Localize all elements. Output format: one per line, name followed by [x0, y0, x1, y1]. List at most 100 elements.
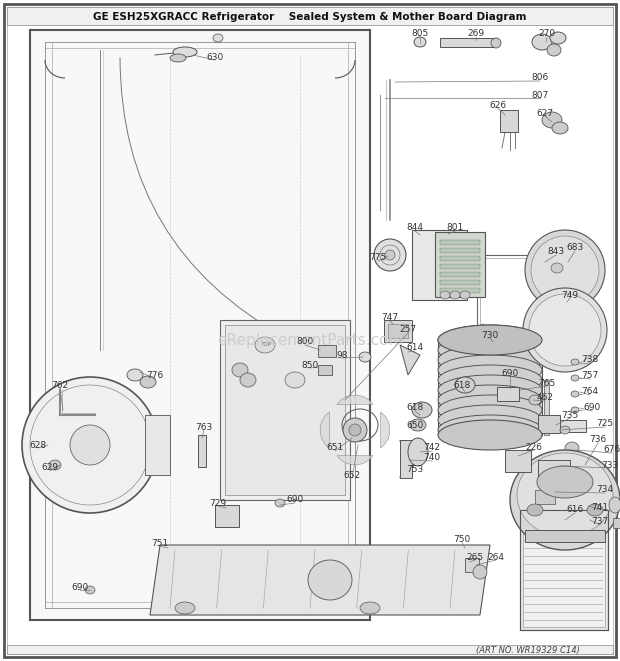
Bar [440, 248, 480, 253]
Ellipse shape [438, 375, 542, 405]
Bar [198, 435, 206, 467]
Ellipse shape [527, 504, 543, 516]
Text: 651: 651 [326, 444, 343, 453]
Text: 618: 618 [453, 381, 471, 389]
Text: 751: 751 [151, 539, 169, 547]
Bar [388, 324, 408, 338]
Bar [30, 30, 370, 620]
Ellipse shape [240, 373, 256, 387]
Text: 98: 98 [336, 350, 348, 360]
Bar [435, 232, 485, 297]
Ellipse shape [473, 565, 487, 579]
Bar [220, 320, 350, 500]
Polygon shape [400, 345, 420, 375]
Ellipse shape [523, 288, 607, 372]
Text: 763: 763 [195, 422, 213, 432]
Ellipse shape [587, 504, 603, 516]
Text: 264: 264 [487, 553, 505, 561]
Text: 843: 843 [547, 247, 565, 256]
Ellipse shape [552, 122, 568, 134]
Text: 844: 844 [407, 223, 423, 233]
Ellipse shape [438, 405, 542, 435]
Bar [535, 490, 555, 504]
Ellipse shape [450, 291, 460, 299]
Text: 650: 650 [406, 420, 423, 430]
Text: 801: 801 [446, 223, 464, 233]
Ellipse shape [360, 602, 380, 614]
Text: 734: 734 [596, 485, 614, 494]
Text: 800: 800 [296, 338, 314, 346]
Text: 738: 738 [582, 356, 599, 364]
Ellipse shape [542, 112, 562, 128]
Bar [440, 272, 480, 277]
Ellipse shape [70, 425, 110, 465]
Polygon shape [381, 412, 390, 448]
Bar [400, 440, 412, 478]
Text: TOP: TOP [260, 342, 270, 348]
Ellipse shape [440, 291, 450, 299]
Ellipse shape [410, 419, 426, 431]
Ellipse shape [438, 395, 542, 425]
Ellipse shape [529, 294, 601, 366]
Text: 730: 730 [481, 330, 498, 340]
Text: 226: 226 [526, 442, 542, 451]
Ellipse shape [510, 450, 620, 550]
Ellipse shape [438, 335, 542, 365]
Ellipse shape [438, 325, 542, 355]
Ellipse shape [343, 418, 367, 442]
Bar [477, 255, 539, 335]
Ellipse shape [408, 438, 428, 466]
Ellipse shape [571, 375, 579, 381]
Text: 741: 741 [591, 502, 609, 512]
Ellipse shape [532, 34, 552, 50]
Ellipse shape [385, 250, 395, 260]
Ellipse shape [140, 376, 156, 388]
Text: 729: 729 [210, 498, 226, 508]
Ellipse shape [85, 586, 95, 594]
Text: 683: 683 [567, 243, 583, 253]
Text: 750: 750 [453, 535, 471, 545]
Ellipse shape [275, 499, 285, 507]
Ellipse shape [170, 54, 186, 62]
Ellipse shape [173, 47, 197, 57]
Text: 626: 626 [489, 100, 507, 110]
Ellipse shape [460, 291, 470, 299]
Text: 628: 628 [29, 440, 46, 449]
Text: 807: 807 [531, 91, 549, 100]
Bar [438, 340, 542, 435]
Bar [505, 450, 531, 472]
Bar [440, 288, 480, 293]
Ellipse shape [438, 415, 542, 445]
Ellipse shape [232, 363, 248, 377]
Text: 740: 740 [423, 453, 441, 463]
Text: 775: 775 [370, 254, 387, 262]
Bar [440, 256, 480, 261]
Ellipse shape [414, 37, 426, 47]
Text: 690: 690 [502, 368, 518, 377]
Polygon shape [320, 412, 329, 448]
Ellipse shape [412, 402, 432, 418]
Polygon shape [150, 545, 490, 615]
Text: 629: 629 [42, 463, 58, 473]
Text: 690: 690 [286, 496, 304, 504]
Text: 614: 614 [407, 344, 423, 352]
Text: 805: 805 [412, 30, 428, 38]
Ellipse shape [571, 407, 579, 413]
Text: 630: 630 [206, 52, 224, 61]
Text: 676: 676 [603, 446, 620, 455]
Polygon shape [337, 455, 373, 465]
Bar [523, 513, 605, 627]
Text: 776: 776 [146, 371, 164, 381]
Ellipse shape [438, 385, 542, 415]
Text: 762: 762 [51, 381, 69, 389]
Text: 618: 618 [406, 403, 423, 412]
Ellipse shape [22, 377, 158, 513]
Text: (ART NO. WR19329 C14): (ART NO. WR19329 C14) [476, 646, 580, 654]
Ellipse shape [547, 44, 561, 56]
Text: 806: 806 [531, 73, 549, 83]
Bar [544, 380, 549, 435]
Ellipse shape [213, 34, 223, 42]
Text: 627: 627 [536, 108, 554, 118]
Ellipse shape [285, 372, 305, 388]
Ellipse shape [349, 424, 361, 436]
